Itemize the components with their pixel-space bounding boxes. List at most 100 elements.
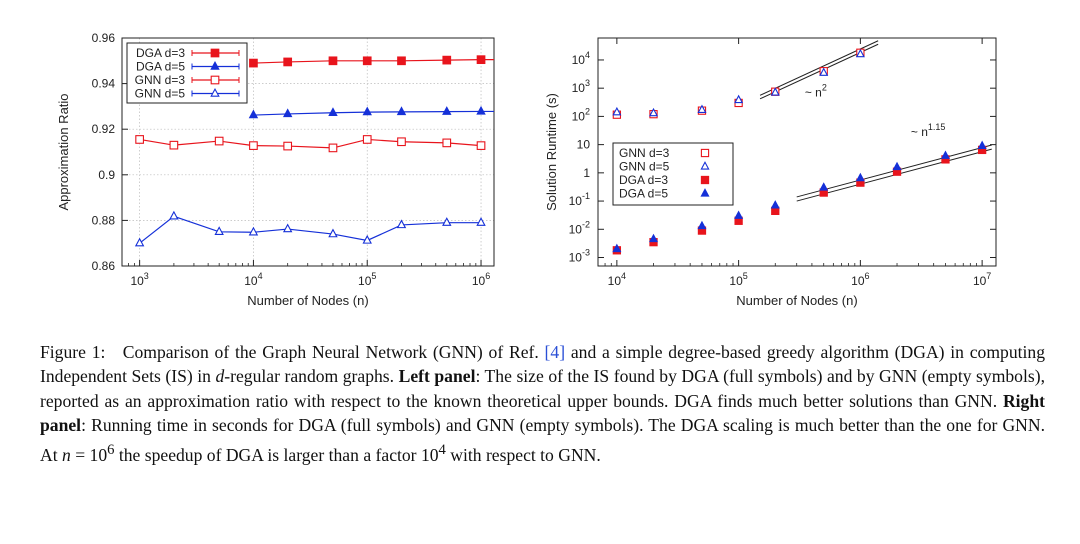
right-series-3-point-0 [612, 243, 622, 253]
right-series-3-point-1 [648, 233, 659, 243]
left-y-axis-label: Approximation Ratio [56, 93, 71, 210]
caption-text-6: = 10 [70, 444, 108, 465]
left-legend-label-3: GNN d=5 [135, 87, 186, 101]
left-series-0-point-6 [476, 55, 486, 65]
left-series-2-point-0 [135, 135, 144, 144]
right-series-3-point-2 [697, 220, 707, 230]
caption-var-n: n [62, 444, 71, 465]
caption-text-8: with respect to GNN. [445, 444, 601, 465]
right-legend-marker-3 [700, 188, 710, 197]
right-legend-marker-0 [700, 148, 710, 158]
right-legend-label-2: DGA d=3 [619, 173, 668, 187]
left-series-3-point-8 [442, 217, 452, 226]
left-y-tick-label-0: 0.86 [92, 259, 116, 273]
left-series-line-3 [139, 215, 482, 244]
right-x-tick-label-1: 105 [729, 271, 747, 288]
left-series-0-point-1 [283, 57, 293, 67]
right-y-axis-label: Solution Runtime (s) [544, 93, 559, 211]
caption-text-4: : The size of the IS found by DGA (full … [40, 366, 1045, 411]
right-x-tick-label-3: 107 [973, 271, 991, 288]
right-y-tick-label-0: 10-3 [569, 248, 590, 265]
caption-text-3: -regular random graphs. [224, 366, 399, 387]
caption-text-1: Comparison of the Graph Neural Network (… [122, 342, 545, 362]
right-y-tick-label-7: 104 [572, 50, 590, 67]
caption-text-5: : Running time in seconds for DGA (full … [40, 415, 1045, 465]
left-series-line-1 [253, 110, 494, 116]
right-y-tick-label-4: 10 [577, 138, 591, 152]
left-series-2-point-7 [397, 137, 406, 147]
left-series-1-point-0 [248, 109, 259, 119]
left-series-0-point-5 [442, 55, 452, 65]
caption-reference-link[interactable]: [4] [544, 342, 566, 362]
left-series-2-point-5 [328, 143, 338, 153]
right-series-3-point-9 [977, 140, 987, 149]
left-series-3-point-0 [134, 237, 145, 247]
caption-text-2: and a simple degree-based greedy algorit… [40, 342, 1045, 387]
left-series-2-point-2 [214, 136, 224, 146]
left-series-0-point-2 [328, 56, 338, 66]
caption-exponent-4: 4 [438, 441, 446, 458]
left-series-3-point-3 [248, 226, 259, 236]
caption-exponent-6: 6 [107, 441, 115, 458]
left-legend-label-1: DGA d=5 [136, 60, 185, 74]
figure-caption: Figure 1: Comparison of the Graph Neural… [40, 340, 1045, 467]
left-panel-chart: 0.86 0.88 0.9 0.92 0.94 0.96 103 104 105 106 DGA d… [56, 31, 495, 308]
right-series-3-point-6 [855, 172, 865, 182]
right-legend-label-0: GNN d=3 [619, 146, 670, 160]
right-series-1-point-1 [648, 107, 659, 117]
left-series-1-point-3 [362, 106, 372, 116]
left-legend-label-2: GNN d=3 [135, 73, 186, 87]
right-series-1-point-2 [697, 104, 707, 113]
right-series-3-point-8 [940, 150, 950, 159]
left-legend-marker-2 [210, 75, 220, 85]
right-series-3-point-4 [770, 200, 780, 209]
left-y-tick-label-3: 0.92 [92, 122, 116, 136]
right-series-1-point-6 [855, 48, 865, 58]
right-legend-label-3: DGA d=5 [619, 187, 668, 201]
left-y-tick-label-5: 0.96 [92, 31, 116, 45]
left-series-2-point-9 [476, 141, 486, 150]
left-x-tick-label-2: 105 [358, 271, 376, 288]
caption-right-panel-label: Right panel [40, 390, 1045, 436]
left-y-tick-label-4: 0.94 [92, 77, 116, 91]
right-series-3-point-5 [819, 182, 829, 191]
right-x-tick-label-0: 104 [608, 271, 626, 288]
right-y-tick-label-1: 10-2 [569, 219, 590, 236]
right-fit-label-1: ~ n1.15 [911, 122, 946, 139]
left-legend-marker-0 [210, 48, 220, 58]
right-series-3-point-7 [892, 161, 902, 171]
caption-var-d: d [215, 366, 225, 387]
left-series-3-point-4 [282, 223, 293, 233]
right-y-tick-label-2: 10-1 [569, 191, 590, 208]
left-series-0-point-4 [397, 56, 406, 66]
right-x-axis-label: Number of Nodes (n) [736, 293, 857, 308]
right-panel-chart: 10-3 10-2 10-1 1 10 102 103 104 104 105 106 107 ~ n2… [544, 37, 997, 308]
right-legend-box [612, 142, 734, 206]
left-x-tick-label-1: 104 [244, 271, 262, 288]
left-series-1-point-2 [328, 107, 338, 116]
right-legend-marker-2 [700, 175, 710, 185]
left-series-0-point-3 [362, 56, 372, 66]
left-x-tick-label-0: 103 [130, 271, 148, 288]
left-series-2-point-1 [169, 140, 179, 150]
left-series-1-point-1 [282, 108, 293, 118]
caption-text-7: the speedup of DGA is larger than a fact… [114, 444, 439, 465]
right-series-1-point-3 [734, 94, 744, 104]
right-fit-label-0: ~ n2 [805, 83, 827, 100]
left-legend-marker-1 [210, 60, 220, 70]
caption-left-panel-label: Left panel [398, 366, 476, 387]
right-x-tick-label-2: 106 [851, 271, 869, 288]
caption-lead: Figure 1: [40, 342, 106, 362]
left-series-2-point-4 [283, 141, 293, 151]
left-series-3-point-9 [476, 217, 486, 226]
right-y-tick-label-5: 102 [572, 106, 590, 123]
left-legend-marker-3 [210, 87, 220, 97]
left-plot-frame [121, 37, 495, 267]
left-y-tick-label-2: 0.9 [98, 168, 115, 182]
right-legend-label-1: GNN d=5 [619, 160, 670, 174]
left-series-2-point-6 [362, 135, 372, 144]
right-y-tick-label-3: 1 [583, 166, 590, 180]
left-y-tick-label-1: 0.88 [92, 213, 116, 227]
left-series-1-point-6 [476, 105, 486, 115]
